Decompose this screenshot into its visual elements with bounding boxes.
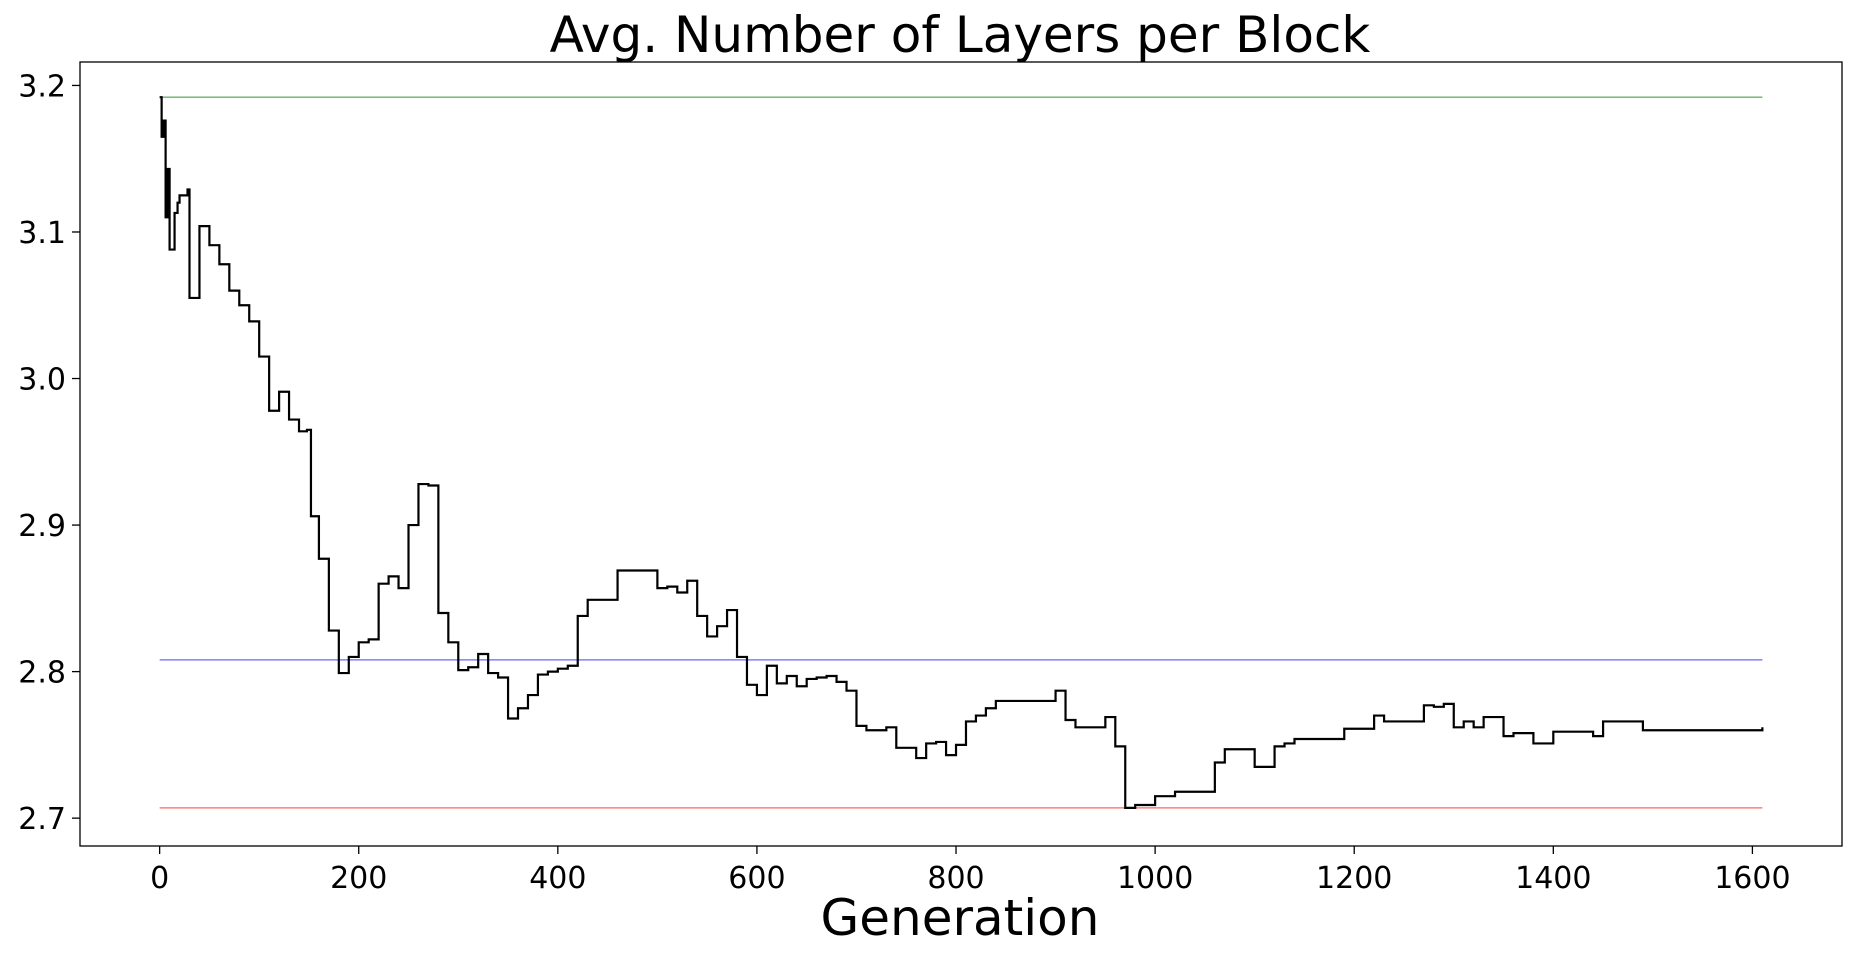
- x-tick-label: 1000: [1117, 861, 1193, 896]
- x-axis-label: Generation: [821, 889, 1100, 947]
- avg-layers-line: [159, 96, 1764, 809]
- y-tick-label: 2.7: [18, 802, 66, 837]
- chart-title: Avg. Number of Layers per Block: [550, 6, 1371, 64]
- x-tick-label: 600: [728, 861, 785, 896]
- y-axis: 2.7 2.8 2.9 3.0 3.1 3.2: [18, 69, 80, 837]
- y-tick-label: 3.2: [18, 69, 66, 104]
- x-tick-label: 200: [330, 861, 387, 896]
- x-tick-label: 800: [927, 861, 984, 896]
- x-tick-label: 1600: [1714, 861, 1790, 896]
- x-tick-label: 1200: [1316, 861, 1392, 896]
- x-tick-label: 400: [529, 861, 586, 896]
- plot-area: [159, 96, 1764, 809]
- plot-frame: [79, 61, 1843, 847]
- x-tick-label: 0: [150, 861, 169, 896]
- x-tick-label: 1400: [1515, 861, 1591, 896]
- y-tick-label: 3.0: [18, 363, 66, 398]
- y-tick-label: 3.1: [18, 216, 66, 251]
- y-tick-label: 2.9: [18, 509, 66, 544]
- x-axis: 0 200 400 600 800 1000 1200 1400 1600: [150, 846, 1791, 896]
- y-tick-label: 2.8: [18, 656, 66, 691]
